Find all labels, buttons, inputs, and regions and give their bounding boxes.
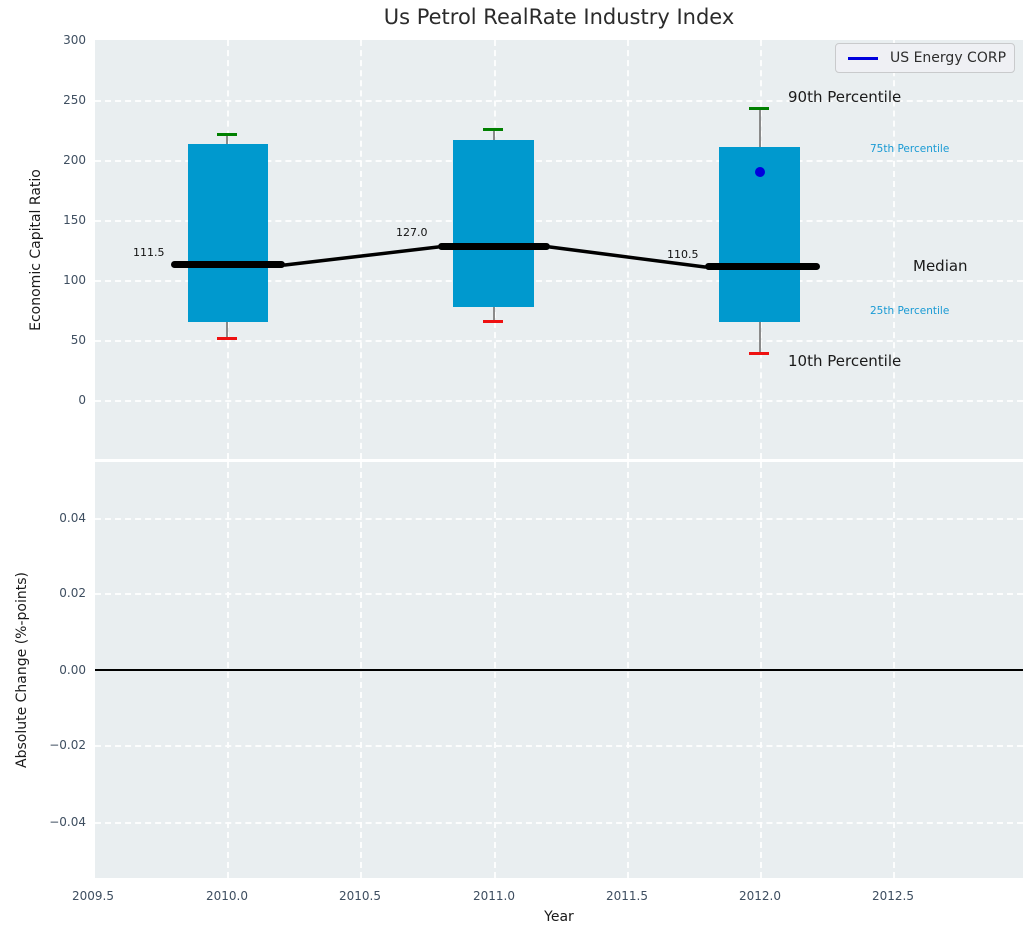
median-segment-2012 — [705, 263, 820, 270]
median-value-label-2011: 127.0 — [396, 226, 428, 239]
legend: US Energy CORP — [835, 43, 1015, 73]
y-tick-bottom: −0.04 — [49, 815, 86, 829]
x-tick: 2010.5 — [339, 889, 381, 903]
x-tick: 2011.5 — [606, 889, 648, 903]
cap-90th-2010 — [217, 133, 237, 136]
grid-line-v — [627, 40, 629, 459]
y-tick-bottom: 0.02 — [59, 586, 86, 600]
label-median: Median — [913, 257, 968, 275]
cap-90th-2011 — [483, 128, 503, 131]
grid-line-h — [95, 340, 1023, 342]
cap-10th-2011 — [483, 320, 503, 323]
y-tick-top: 50 — [70, 333, 86, 347]
y-tick-bottom: 0.00 — [59, 663, 86, 677]
legend-label: US Energy CORP — [890, 50, 1007, 66]
y-tick-bottom: −0.02 — [49, 738, 86, 752]
y-tick-top: 100 — [63, 273, 86, 287]
box-2010 — [188, 144, 268, 322]
y-tick-top: 150 — [63, 213, 86, 227]
label-10th-percentile: 10th Percentile — [788, 352, 902, 370]
y-tick-top: 200 — [63, 153, 86, 167]
grid-line-h — [95, 518, 1023, 520]
cap-10th-2012 — [749, 352, 769, 355]
y-tick-bottom: 0.04 — [59, 511, 86, 525]
grid-line-v — [893, 40, 895, 459]
x-tick: 2010.0 — [206, 889, 248, 903]
grid-line-h — [95, 100, 1023, 102]
median-value-label-2012: 110.5 — [667, 248, 699, 261]
grid-line-h — [95, 400, 1023, 402]
cap-90th-2012 — [749, 107, 769, 110]
y-tick-top: 250 — [63, 93, 86, 107]
grid-line-h — [95, 220, 1023, 222]
x-axis-label: Year — [544, 909, 574, 925]
bottom-axes — [95, 462, 1023, 878]
grid-line-h — [95, 822, 1023, 824]
box-2011 — [453, 140, 534, 307]
x-tick: 2012.5 — [872, 889, 914, 903]
company-point-marker — [755, 167, 765, 177]
y-tick-top: 300 — [63, 33, 86, 47]
label-25th-percentile: 25th Percentile — [870, 305, 950, 317]
chart-title: Us Petrol RealRate Industry Index — [383, 5, 735, 29]
grid-line-h — [95, 593, 1023, 595]
grid-line-h — [95, 745, 1023, 747]
zero-change-line — [95, 669, 1023, 671]
label-90th-percentile: 90th Percentile — [788, 88, 902, 106]
grid-line-v — [360, 40, 362, 459]
label-75th-percentile: 75th Percentile — [870, 143, 950, 155]
y-tick-top: 0 — [78, 393, 86, 407]
x-tick: 2009.5 — [72, 889, 114, 903]
y-axis-label-top: Economic Capital Ratio — [28, 169, 44, 331]
cap-10th-2010 — [217, 337, 237, 340]
y-axis-label-bottom: Absolute Change (%-points) — [14, 572, 30, 768]
grid-line-h — [95, 280, 1023, 282]
median-trend-line — [283, 245, 707, 269]
grid-line-h — [95, 160, 1023, 162]
median-segment-2010 — [171, 261, 285, 268]
legend-line-swatch — [848, 56, 878, 60]
top-axes: 111.5 127.0 110.5 90th Percentile 75th P… — [95, 40, 1023, 459]
median-value-label-2010: 111.5 — [133, 246, 165, 259]
median-segment-2011 — [438, 243, 550, 250]
x-tick: 2011.0 — [473, 889, 515, 903]
x-tick: 2012.0 — [739, 889, 781, 903]
